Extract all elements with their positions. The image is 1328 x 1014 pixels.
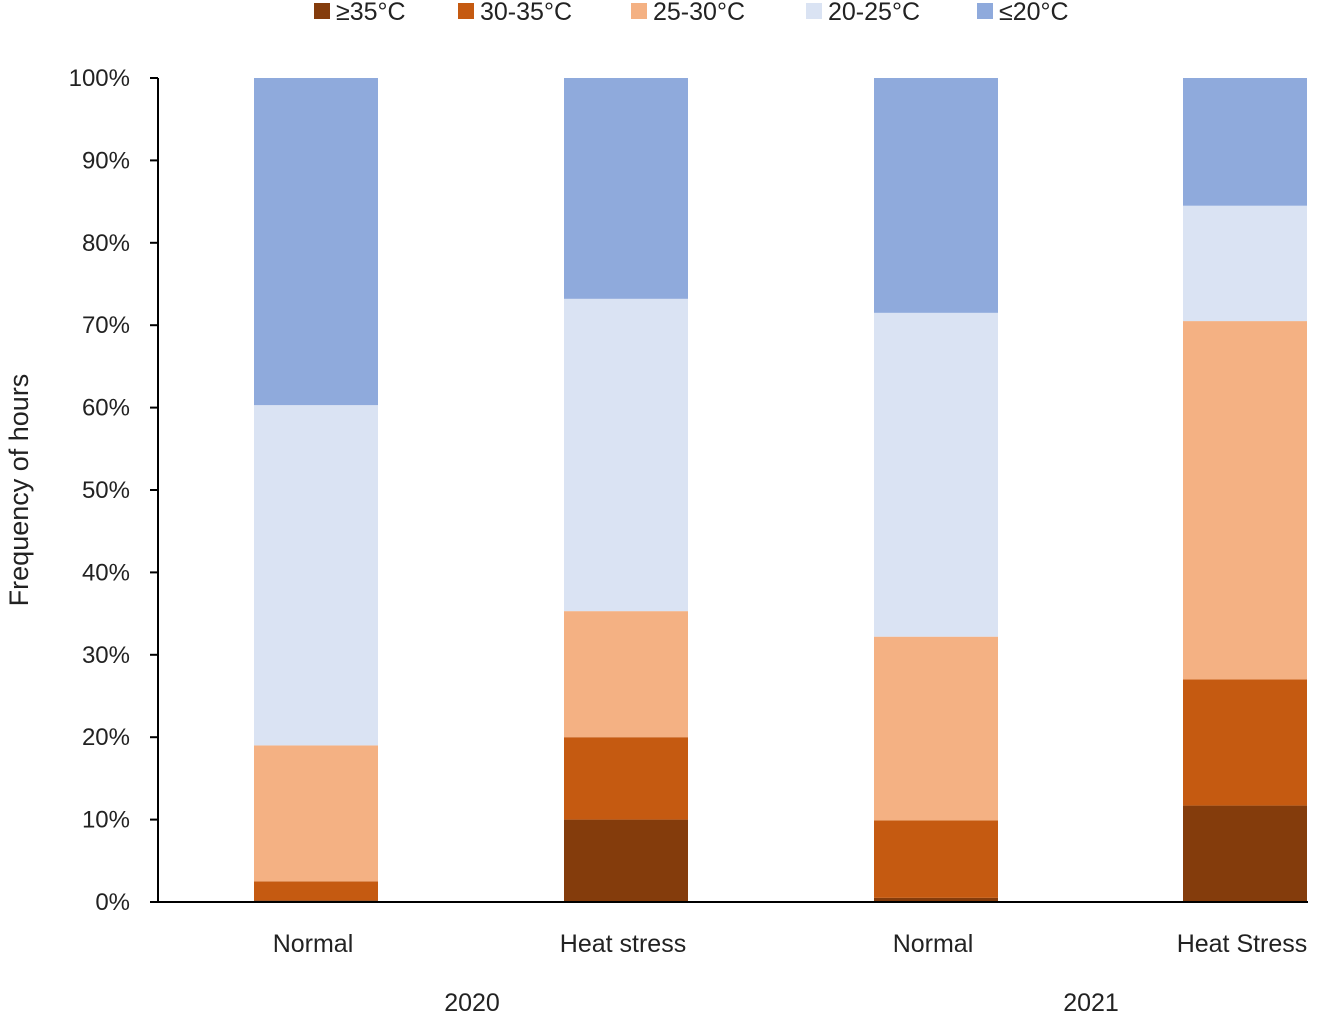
- bar-stack: [874, 78, 998, 902]
- y-tick-label: 90%: [82, 147, 130, 174]
- bar-segment: [254, 78, 378, 406]
- bar-segment: [874, 897, 998, 902]
- legend-label: ≤20°C: [999, 0, 1069, 26]
- y-tick-label: 80%: [82, 230, 130, 257]
- x-category-label: Normal: [893, 930, 974, 958]
- y-tick-label: 70%: [82, 312, 130, 339]
- bar-segment: [254, 881, 378, 901]
- legend-swatch: [806, 3, 822, 19]
- bars: [158, 78, 1308, 903]
- legend-item: ≤20°C: [977, 0, 1069, 26]
- x-group-label: 2020: [444, 989, 500, 1014]
- bar-segment: [254, 405, 378, 746]
- legend-swatch: [977, 3, 993, 19]
- x-category-label: Normal: [273, 930, 354, 958]
- bar-stack: [1183, 78, 1307, 902]
- legend-label: 20-25°C: [828, 0, 920, 26]
- bar-segment: [564, 78, 688, 299]
- bar-segment: [564, 737, 688, 820]
- legend-item: 25-30°C: [631, 0, 745, 26]
- legend-item: 30-35°C: [458, 0, 572, 26]
- y-tick-label: 20%: [82, 724, 130, 751]
- bar-segment: [564, 298, 688, 612]
- bar-segment: [1183, 679, 1307, 806]
- y-tick-label: 100%: [69, 65, 130, 92]
- x-category-label: Heat stress: [560, 930, 686, 958]
- legend-label: 25-30°C: [653, 0, 745, 26]
- bar-segment: [564, 611, 688, 738]
- legend-item: 20-25°C: [806, 0, 920, 26]
- y-tick-label: 60%: [82, 395, 130, 422]
- y-tick-label: 10%: [82, 807, 130, 834]
- bar-segment: [1183, 78, 1307, 206]
- bar-stack: [254, 78, 378, 902]
- y-tick-label: 0%: [95, 889, 130, 916]
- y-tick-label: 30%: [82, 642, 130, 669]
- y-axis-title: Frequency of hours: [4, 374, 34, 607]
- legend-item: ≥35°C: [314, 0, 406, 26]
- legend-swatch: [314, 3, 330, 19]
- bar-segment: [874, 78, 998, 313]
- x-category-label: Heat Stress: [1177, 930, 1308, 958]
- bar-segment: [1183, 205, 1307, 322]
- legend-label: ≥35°C: [336, 0, 406, 26]
- legend-label: 30-35°C: [480, 0, 572, 26]
- y-axis: 0% 10% 20% 30% 40% 50% 60% 70% 80% 90% 100%: [69, 65, 159, 916]
- x-group-label: 2021: [1063, 989, 1119, 1014]
- bar-segment: [874, 820, 998, 898]
- y-tick-label: 40%: [82, 559, 130, 586]
- y-tick-label: 50%: [82, 477, 130, 504]
- bar-segment: [1183, 321, 1307, 680]
- bar-segment: [564, 819, 688, 902]
- bar-stack: [564, 78, 688, 902]
- legend-swatch: [458, 3, 474, 19]
- bar-segment: [254, 745, 378, 882]
- x-axis-labels: Normal Heat stress Normal Heat Stress 2020 20…: [273, 930, 1308, 1014]
- bar-segment: [874, 636, 998, 821]
- bar-segment: [1183, 805, 1307, 902]
- legend: ≥35°C 30-35°C 25-30°C 20-25°C ≤20°C: [314, 0, 1069, 26]
- legend-swatch: [631, 3, 647, 19]
- bar-segment: [874, 312, 998, 637]
